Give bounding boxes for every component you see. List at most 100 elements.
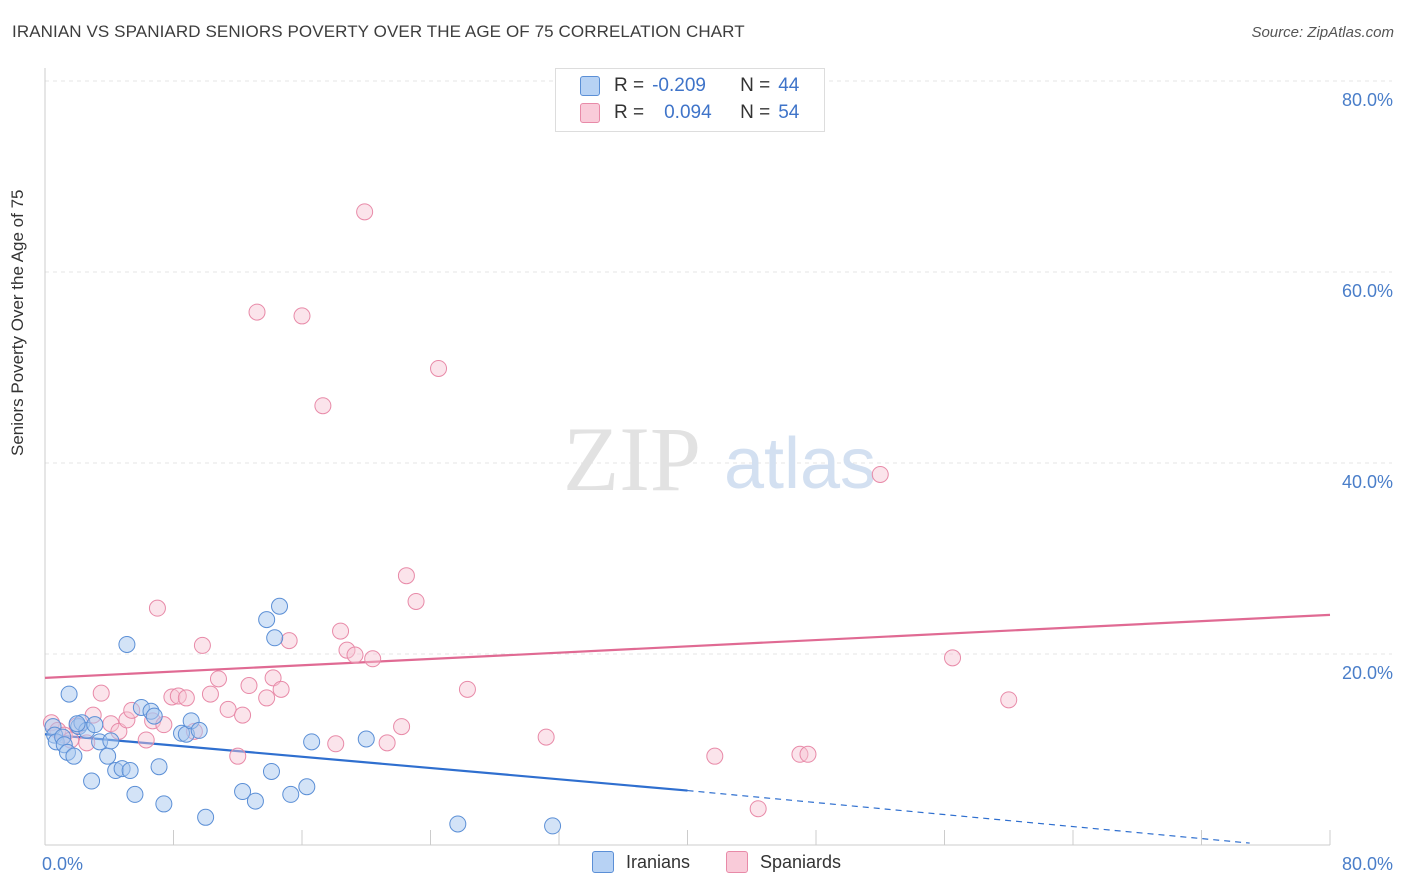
iranians-point xyxy=(121,762,139,780)
spaniards-point xyxy=(137,731,155,749)
spaniards-point xyxy=(407,592,425,610)
watermark-zip: ZIP xyxy=(563,408,701,510)
legend-row-spaniards: R = 0.094 N = 54 xyxy=(580,100,799,126)
iranians-point xyxy=(68,715,86,733)
iranians-trendline-extension xyxy=(687,789,1250,844)
spaniards-point xyxy=(393,718,411,736)
spaniards-point xyxy=(219,700,237,718)
y-axis-label: Seniors Poverty Over the Age of 75 xyxy=(8,189,27,456)
bottom-legend-iranians[interactable]: Iranians xyxy=(592,851,690,873)
spaniards-trendline xyxy=(44,613,1331,679)
spaniards-point xyxy=(871,465,889,483)
iranians-point xyxy=(99,747,117,765)
iranians-point xyxy=(150,758,168,776)
iranians-point xyxy=(246,792,264,810)
spaniards-point xyxy=(430,359,448,377)
spaniards-point xyxy=(272,680,290,698)
spaniards-point xyxy=(1000,691,1018,709)
spaniards-point xyxy=(706,747,724,765)
iranians-point xyxy=(357,730,375,748)
spaniards-point xyxy=(338,641,356,659)
spaniards-point xyxy=(537,728,555,746)
spaniards-point xyxy=(293,307,311,325)
legend-row-iranians: R = -0.209 N = 44 xyxy=(580,73,799,99)
spaniards-point xyxy=(229,747,247,765)
spaniards-point xyxy=(280,632,298,650)
spaniards-point xyxy=(163,688,181,706)
iranians-point xyxy=(190,721,208,739)
iranians-point xyxy=(126,785,144,803)
correlation-legend: R = -0.209 N = 44 R = 0.094 N = 54 xyxy=(555,68,825,132)
spaniards-points xyxy=(42,203,1018,818)
y-tick-label: 40.0% xyxy=(1342,472,1393,492)
spaniards-point xyxy=(209,670,227,688)
iranians-point xyxy=(83,772,101,790)
y-tick-label: 20.0% xyxy=(1342,663,1393,683)
iranians-trendline xyxy=(44,733,688,792)
iranians-point xyxy=(298,778,316,796)
spaniards-point xyxy=(118,711,136,729)
legend-r-value: 0.094 xyxy=(664,102,712,123)
tick-labels: 20.0% 40.0% 60.0% 80.0% 0.0% 80.0% xyxy=(42,90,1393,874)
axes xyxy=(44,68,1331,846)
spaniards-point xyxy=(240,677,258,695)
iranians-point xyxy=(271,597,289,615)
spaniards-point xyxy=(234,706,252,724)
spaniards-point xyxy=(458,680,476,698)
iranians-legend-swatch xyxy=(592,851,614,873)
iranians-point xyxy=(234,783,252,801)
spaniards-point xyxy=(364,650,382,668)
spaniards-point xyxy=(258,689,276,707)
iranians-point xyxy=(118,635,136,653)
spaniards-point xyxy=(397,567,415,585)
iranians-point xyxy=(282,785,300,803)
spaniards-legend-swatch xyxy=(726,851,748,873)
trendlines xyxy=(44,613,1331,844)
legend-r-label: R = xyxy=(614,102,645,123)
iranians-point xyxy=(303,733,321,751)
iranians-point xyxy=(65,747,83,765)
iranians-point xyxy=(60,685,78,703)
iranians-point xyxy=(145,707,163,725)
spaniards-point xyxy=(944,649,962,667)
chart-title: IRANIAN VS SPANIARD SENIORS POVERTY OVER… xyxy=(12,22,745,41)
watermark-atlas: atlas xyxy=(724,424,876,504)
legend-n-label: N = xyxy=(740,75,771,96)
iranians-point xyxy=(449,815,467,833)
spaniards-swatch xyxy=(580,103,600,123)
x-tick-label: 0.0% xyxy=(42,854,83,874)
iranians-point xyxy=(258,611,276,629)
iranians-point xyxy=(262,762,280,780)
spaniards-point xyxy=(193,636,211,654)
bottom-legend-spaniards[interactable]: Spaniards xyxy=(726,851,841,873)
legend-n-value: 44 xyxy=(778,75,800,96)
spaniards-point xyxy=(346,646,364,664)
spaniards-point xyxy=(314,397,332,415)
y-tick-label: 80.0% xyxy=(1342,90,1393,110)
x-tick-label: 80.0% xyxy=(1342,854,1393,874)
iranians-legend-label: Iranians xyxy=(626,851,691,872)
spaniards-point xyxy=(749,800,767,818)
spaniards-point xyxy=(177,689,195,707)
spaniards-point xyxy=(248,303,266,321)
spaniards-point xyxy=(332,622,350,640)
spaniards-point xyxy=(327,735,345,753)
iranians-point xyxy=(155,795,173,813)
iranians-point xyxy=(86,716,104,734)
iranians-point xyxy=(544,817,562,835)
spaniards-point xyxy=(799,745,817,763)
iranians-swatch xyxy=(580,76,600,96)
spaniards-point xyxy=(378,734,396,752)
legend-r-value: -0.209 xyxy=(652,75,706,96)
iranians-points xyxy=(44,597,562,835)
y-tick-label: 60.0% xyxy=(1342,281,1393,301)
source-note: Source: ZipAtlas.com xyxy=(1251,24,1394,41)
spaniards-legend-label: Spaniards xyxy=(760,851,842,872)
legend-r-label: R = xyxy=(614,75,645,96)
spaniards-point xyxy=(356,203,374,221)
legend-n-label: N = xyxy=(740,102,771,123)
legend-n-value: 54 xyxy=(778,102,800,123)
watermark: ZIP atlas xyxy=(563,408,876,510)
grid-lines xyxy=(45,80,1392,655)
